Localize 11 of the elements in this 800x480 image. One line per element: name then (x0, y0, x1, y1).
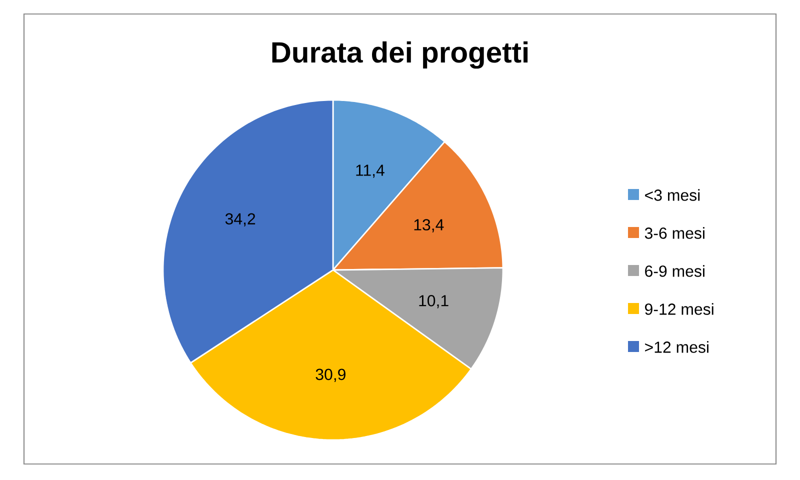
legend-label: 6-9 mesi (645, 265, 704, 277)
legend-label: 3-6 mesi (644, 227, 704, 239)
data-label: 10,1 (419, 295, 448, 308)
legend-label: 9-12 mesi (645, 303, 714, 315)
legend-label: <3 mesi (645, 189, 700, 201)
legend-label: >12 mesi (645, 341, 708, 353)
data-label: 11,4 (356, 164, 384, 178)
data-label: 13,4 (414, 219, 444, 232)
data-label: 30,9 (316, 368, 346, 382)
chart-title: Durata dei progetti (272, 41, 528, 69)
data-label: 34,2 (225, 213, 256, 226)
